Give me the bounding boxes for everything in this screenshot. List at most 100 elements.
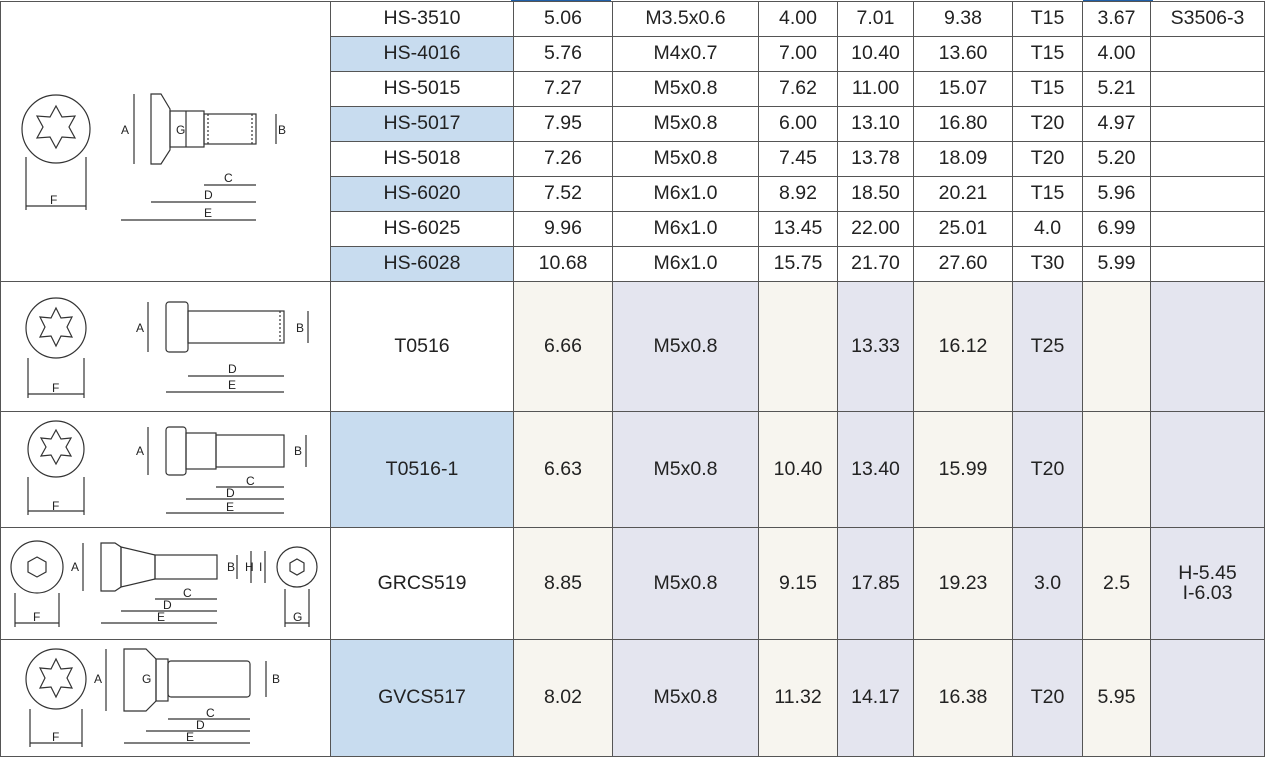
cell: 10.40 <box>758 411 838 528</box>
screw-thread-icon <box>186 309 285 344</box>
cell: 7.52 <box>513 176 613 212</box>
t0516-1-screw-drawing: F A B C D E <box>26 419 307 515</box>
cell: 27.60 <box>913 246 1013 282</box>
dim-c-label: C <box>224 171 233 185</box>
cell: 5.06 <box>513 1 613 37</box>
cell: 7.45 <box>758 141 838 177</box>
note-cell <box>1150 36 1265 72</box>
thread-cell: M5x0.8 <box>612 411 759 528</box>
cell: 15.07 <box>913 71 1013 107</box>
dim-b-label: B <box>278 123 286 137</box>
dim-d-label: D <box>196 718 205 732</box>
hs-drawing-cell: F A G B C D E <box>0 1 331 282</box>
dim-d-label: D <box>228 362 237 376</box>
thread-cell: M4x0.7 <box>612 36 759 72</box>
cell: 13.60 <box>913 36 1013 72</box>
torx-recess-icon <box>38 306 73 347</box>
cell <box>1082 281 1151 412</box>
dim-h-label: H <box>245 560 254 574</box>
model-cell: HS-6025 <box>330 211 514 247</box>
cell: 9.38 <box>913 1 1013 37</box>
dim-e-label: E <box>226 500 234 514</box>
dim-f-label: F <box>52 499 59 513</box>
screw-head-icon <box>164 425 187 476</box>
cell: 6.00 <box>758 106 838 142</box>
note-cell <box>1150 106 1265 142</box>
table-row: HS-6020 7.52 M6x1.0 8.92 18.50 20.21 T15… <box>1 176 1265 212</box>
dim-b-label: B <box>294 444 302 458</box>
thread-cell: M3.5x0.6 <box>612 1 759 37</box>
dim-a-label: A <box>121 123 129 137</box>
t0516-drawing-cell: F A B D E <box>0 281 331 412</box>
table-row: HS-5015 7.27 M5x0.8 7.62 11.00 15.07 T15… <box>1 71 1265 107</box>
cell: 17.85 <box>837 527 914 640</box>
cell: 13.40 <box>837 411 914 528</box>
cell: 5.96 <box>1082 176 1151 212</box>
cell: 7.00 <box>758 36 838 72</box>
cell: 10.40 <box>837 36 914 72</box>
thread-cell: M5x0.8 <box>612 527 759 640</box>
cell: 4.97 <box>1082 106 1151 142</box>
screw-head-icon <box>149 92 171 165</box>
cell: 16.12 <box>913 281 1013 412</box>
hex-recess-icon <box>26 555 47 578</box>
torx-head-view-icon <box>20 93 91 164</box>
note-cell <box>1150 71 1265 107</box>
dim-g-label: G <box>293 610 302 624</box>
torx-head-view-icon <box>24 648 87 710</box>
key-cell: T25 <box>1012 281 1083 412</box>
cell: 7.26 <box>513 141 613 177</box>
model-cell: HS-3510 <box>330 1 514 37</box>
cell: 22.00 <box>837 211 914 247</box>
key-cell: T30 <box>1012 246 1083 282</box>
hex-end-view-icon <box>275 545 318 588</box>
cell: 6.66 <box>513 281 613 412</box>
key-cell: T15 <box>1012 71 1083 107</box>
screw-thread-icon <box>214 433 285 468</box>
cell: 13.78 <box>837 141 914 177</box>
thread-cell: M5x0.8 <box>612 106 759 142</box>
key-cell: T20 <box>1012 141 1083 177</box>
dim-g-label: G <box>142 672 151 686</box>
cell: 2.5 <box>1082 527 1151 640</box>
key-cell: T20 <box>1012 411 1083 528</box>
cell: 4.00 <box>758 1 838 37</box>
dim-b-label: B <box>296 321 304 335</box>
cell: 5.99 <box>1082 246 1151 282</box>
cell: 7.62 <box>758 71 838 107</box>
torx-recess-icon <box>35 104 76 149</box>
note-cell: H-5.45 I-6.03 <box>1150 527 1265 640</box>
cell: 25.01 <box>913 211 1013 247</box>
table-row: HS-6028 10.68 M6x1.0 15.75 21.70 27.60 T… <box>1 246 1265 282</box>
note-cell <box>1150 411 1265 528</box>
grcs519-drawing-cell: F A B H I C D E G <box>0 527 331 640</box>
dim-d-label: D <box>163 598 172 612</box>
key-cell: T20 <box>1012 106 1083 142</box>
cell: 18.09 <box>913 141 1013 177</box>
cell: 8.85 <box>513 527 613 640</box>
thread-cell: M6x1.0 <box>612 176 759 212</box>
table-row: F A G B C D E HS-3510 5.06 M3.5x0.6 4.00… <box>0 1 1265 282</box>
model-cell: HS-5015 <box>330 71 514 107</box>
cell: 5.21 <box>1082 71 1151 107</box>
cell: 10.68 <box>513 246 613 282</box>
cell: 7.01 <box>837 1 914 37</box>
table-row: HS-5017 7.95 M5x0.8 6.00 13.10 16.80 T20… <box>1 106 1265 142</box>
model-cell: GVCS517 <box>330 639 514 757</box>
model-cell: HS-6028 <box>330 246 514 282</box>
cell: 16.38 <box>913 639 1013 757</box>
note-cell <box>1150 281 1265 412</box>
dim-i-label: I <box>259 560 262 574</box>
cell: 7.95 <box>513 106 613 142</box>
cell: 4.00 <box>1082 36 1151 72</box>
dim-c-label: C <box>246 474 255 488</box>
dim-a-label: A <box>71 560 79 574</box>
dim-d-label: D <box>226 486 235 500</box>
screw-thread-icon <box>153 553 218 580</box>
note-cell <box>1150 141 1265 177</box>
t0516-screw-drawing: F A B D E <box>24 296 309 398</box>
cell: 13.45 <box>758 211 838 247</box>
cell: 18.50 <box>837 176 914 212</box>
cell: 5.95 <box>1082 639 1151 757</box>
cell: 6.99 <box>1082 211 1151 247</box>
